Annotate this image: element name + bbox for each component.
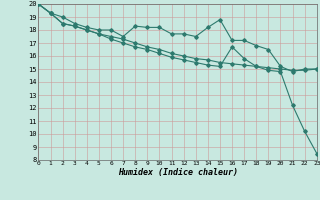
X-axis label: Humidex (Indice chaleur): Humidex (Indice chaleur) [118, 168, 238, 177]
